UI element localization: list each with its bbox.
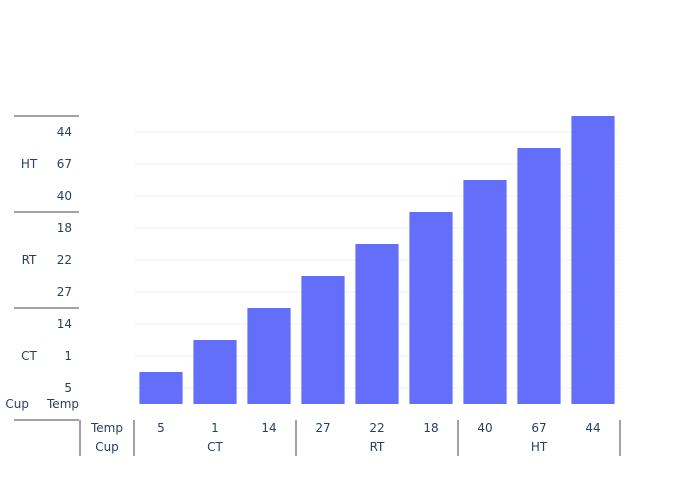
y-group-label: HT — [21, 157, 38, 171]
x-level-title: Temp — [90, 421, 123, 435]
y-tick-label: 5 — [64, 381, 72, 395]
y-tick-label: 40 — [57, 189, 72, 203]
x-tick-label: 44 — [585, 421, 600, 435]
y-group-label: RT — [22, 253, 37, 267]
y-tick-label: 44 — [57, 125, 72, 139]
x-tick-label: 67 — [531, 421, 546, 435]
y-tick-label: 14 — [57, 317, 72, 331]
x-level-title: Cup — [95, 440, 119, 454]
x-group-label: CT — [207, 440, 223, 454]
y-level-title: Cup — [5, 397, 29, 411]
x-group-label: HT — [531, 440, 548, 454]
x-tick-label: 27 — [315, 421, 330, 435]
bar — [247, 308, 291, 404]
bar — [355, 244, 399, 404]
y-level-title: Temp — [46, 397, 79, 411]
x-axis: Temp Cup 5 1 14 27 22 18 40 67 44 CT RT HT — [14, 419, 621, 456]
y-tick-label: 27 — [57, 285, 72, 299]
bar — [193, 340, 237, 404]
x-tick-label: 22 — [369, 421, 384, 435]
x-group-label: RT — [370, 440, 385, 454]
bar — [571, 116, 615, 404]
y-tick-label: 67 — [57, 157, 72, 171]
bar — [463, 180, 507, 404]
bars — [139, 116, 615, 404]
x-tick-label: 14 — [261, 421, 276, 435]
bar — [139, 372, 183, 404]
y-tick-label: 1 — [64, 349, 72, 363]
bar — [517, 148, 561, 404]
x-tick-label: 18 — [423, 421, 438, 435]
y-tick-label: 22 — [57, 253, 72, 267]
bar — [409, 212, 453, 404]
y-axis: 5 1 14 27 22 18 40 67 44 CT RT HT Cup Temp — [5, 115, 79, 421]
x-tick-label: 5 — [157, 421, 165, 435]
x-tick-label: 40 — [477, 421, 492, 435]
y-group-label: CT — [21, 349, 37, 363]
bar — [301, 276, 345, 404]
y-tick-label: 18 — [57, 221, 72, 235]
x-tick-label: 1 — [211, 421, 219, 435]
